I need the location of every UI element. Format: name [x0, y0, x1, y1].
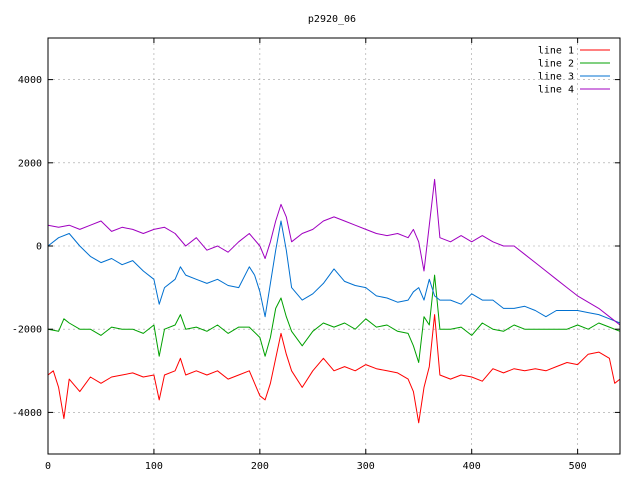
- y-tick-label: 0: [36, 242, 42, 253]
- chart-title: p2920_06: [308, 14, 356, 25]
- series-line-3: [47, 220, 621, 324]
- plot-series: [47, 178, 621, 424]
- y-tick-label: 2000: [18, 158, 42, 169]
- grid-lines: [48, 38, 620, 454]
- axis-ticks: 0 100 200 300 400 500 -4000 -2000 0 2000 4000: [12, 38, 620, 472]
- x-tick-label: 100: [145, 461, 163, 472]
- y-tick-label: -4000: [12, 408, 42, 419]
- legend-label: line 1: [538, 46, 574, 57]
- x-tick-label: 300: [357, 461, 375, 472]
- legend-label: line 4: [538, 85, 574, 96]
- y-tick-label: 4000: [18, 75, 42, 86]
- x-tick-label: 400: [463, 461, 481, 472]
- series-line-1: [47, 314, 621, 424]
- x-tick-label: 200: [251, 461, 269, 472]
- legend-label: line 2: [538, 59, 574, 70]
- legend-label: line 3: [538, 72, 574, 83]
- x-tick-label: 500: [569, 461, 587, 472]
- series-line-4: [47, 178, 621, 326]
- series-line-2: [47, 274, 621, 363]
- y-tick-label: -2000: [12, 325, 42, 336]
- x-tick-label: 0: [45, 461, 51, 472]
- legend: line 1 line 2 line 3 line 4: [538, 46, 610, 96]
